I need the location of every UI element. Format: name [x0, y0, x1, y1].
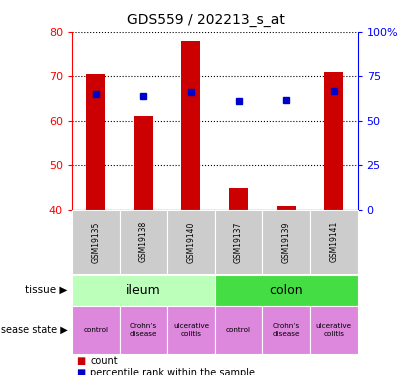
Text: colon: colon [269, 284, 303, 297]
Bar [181, 41, 201, 210]
Text: GDS559 / 202213_s_at: GDS559 / 202213_s_at [127, 13, 284, 27]
Text: GSM19135: GSM19135 [91, 221, 100, 262]
Text: ■: ■ [76, 368, 85, 375]
Text: GSM19137: GSM19137 [234, 221, 243, 262]
Bar [86, 74, 105, 210]
Text: GSM19139: GSM19139 [282, 221, 291, 262]
Text: percentile rank within the sample: percentile rank within the sample [90, 368, 255, 375]
Text: disease state ▶: disease state ▶ [0, 325, 68, 335]
Text: tissue ▶: tissue ▶ [25, 285, 68, 295]
Text: control: control [83, 327, 108, 333]
Text: GSM19140: GSM19140 [187, 221, 196, 262]
Bar [134, 117, 153, 210]
Bar [229, 188, 248, 210]
Text: Crohn’s
disease: Crohn’s disease [129, 324, 157, 336]
Bar [277, 206, 296, 210]
Text: count: count [90, 356, 118, 366]
Text: GSM19138: GSM19138 [139, 221, 148, 262]
Text: ileum: ileum [126, 284, 161, 297]
Text: ulcerative
colitis: ulcerative colitis [316, 324, 352, 336]
Text: Crohn’s
disease: Crohn’s disease [272, 324, 300, 336]
Text: ulcerative
colitis: ulcerative colitis [173, 324, 209, 336]
Bar [324, 72, 343, 210]
Text: control: control [226, 327, 251, 333]
Text: ■: ■ [76, 356, 85, 366]
Text: GSM19141: GSM19141 [329, 221, 338, 262]
